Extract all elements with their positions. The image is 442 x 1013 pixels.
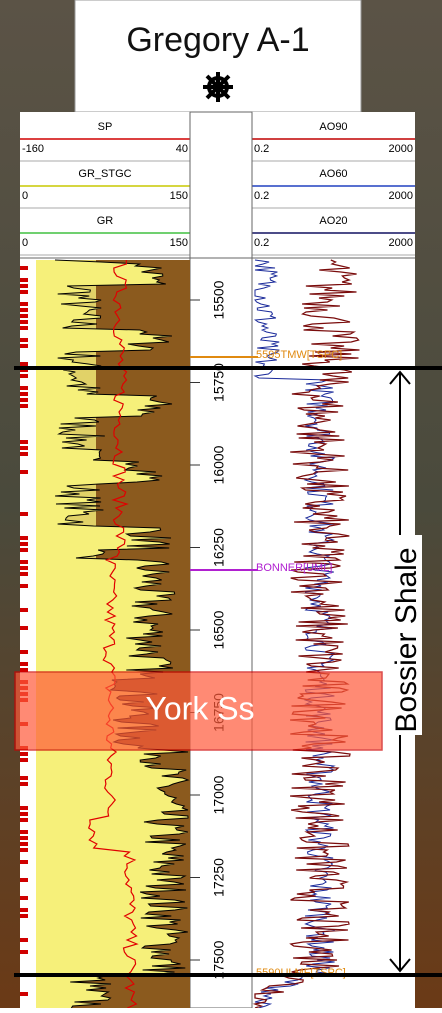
well-log: Gregory A-1 SP -160 40 GR_STGC 0 150 GR 0 150 AO9… xyxy=(0,0,442,1008)
lithology-mark xyxy=(20,326,28,330)
curve-name: AO20 xyxy=(319,215,347,227)
lithology-mark xyxy=(20,308,28,312)
lithology-mark xyxy=(20,386,28,390)
lithology-mark xyxy=(20,836,28,840)
curve-max: 40 xyxy=(176,143,188,155)
interval-label: Bossier Shale xyxy=(390,547,423,732)
title: Gregory A-1 xyxy=(126,21,309,59)
curve-max: 2000 xyxy=(389,143,413,155)
curve-min: 0.2 xyxy=(254,190,269,202)
lithology-mark xyxy=(20,266,28,270)
curve-max: 2000 xyxy=(389,190,413,202)
curve-min: 0.2 xyxy=(254,237,269,249)
well-symbol xyxy=(203,72,233,102)
lithology-mark xyxy=(20,878,28,882)
lithology-mark xyxy=(20,542,28,546)
curve-name: GR xyxy=(97,215,114,227)
lithology-mark xyxy=(20,776,28,780)
lithology-mark xyxy=(20,950,28,954)
lithology-mark xyxy=(20,440,28,444)
lithology-mark xyxy=(20,992,28,996)
lithology-mark xyxy=(20,446,28,450)
lithology-mark xyxy=(20,782,28,786)
lithology-mark xyxy=(20,752,28,756)
depth-label: 17000 xyxy=(211,775,227,814)
formation-top-label: 5595TMW[TSPC] xyxy=(256,349,342,361)
lithology-mark xyxy=(20,842,28,846)
curve-min: -160 xyxy=(22,143,44,155)
lithology-mark xyxy=(20,650,28,654)
lithology-mark xyxy=(20,572,28,576)
lithology-mark xyxy=(20,806,28,810)
lithology-mark xyxy=(20,320,28,324)
lithology-mark xyxy=(20,512,28,516)
depth-label: 16500 xyxy=(211,610,227,649)
depth-label: 17250 xyxy=(211,858,227,897)
lithology-mark xyxy=(20,548,28,552)
lithology-mark xyxy=(20,608,28,612)
lithology-mark xyxy=(20,452,28,456)
lithology-mark xyxy=(20,896,28,900)
curve-min: 0 xyxy=(22,237,28,249)
lithology-mark xyxy=(20,830,28,834)
lithology-mark xyxy=(20,314,28,318)
lithology-mark xyxy=(20,290,28,294)
lithology-mark xyxy=(20,662,28,666)
lithology-mark xyxy=(20,302,28,306)
formation-top-label: 5590ULMF[TSPC] xyxy=(256,967,346,979)
curve-max: 150 xyxy=(170,237,188,249)
lithology-mark xyxy=(20,860,28,864)
highlight-label: York Ss xyxy=(145,690,254,726)
lithology-mark xyxy=(20,278,28,282)
lithology-mark xyxy=(20,362,28,366)
lithology-mark xyxy=(20,914,28,918)
lithology-column xyxy=(20,260,34,1008)
depth-label: 15500 xyxy=(211,280,227,319)
curve-max: 150 xyxy=(170,190,188,202)
formation-top-label: BONNER[UML] xyxy=(256,562,332,574)
lithology-mark xyxy=(20,758,28,762)
lithology-mark xyxy=(20,938,28,942)
lithology-mark xyxy=(20,392,28,396)
lithology-mark xyxy=(20,338,28,342)
curve-min: 0.2 xyxy=(254,143,269,155)
lithology-mark xyxy=(20,566,28,570)
lithology-mark xyxy=(20,818,28,822)
lithology-mark xyxy=(20,374,28,378)
curve-name: SP xyxy=(98,121,113,133)
curve-name: GR_STGC xyxy=(78,168,131,180)
lithology-mark xyxy=(20,404,28,408)
lithology-mark xyxy=(20,398,28,402)
lithology-mark xyxy=(20,812,28,816)
curve-max: 2000 xyxy=(389,237,413,249)
lithology-mark xyxy=(20,470,28,474)
lithology-mark xyxy=(20,626,28,630)
curve-min: 0 xyxy=(22,190,28,202)
lithology-mark xyxy=(20,284,28,288)
lithology-mark xyxy=(20,344,28,348)
curve-name: AO90 xyxy=(319,121,347,133)
page: {"title":"Gregory A-1", "left_track":{"c… xyxy=(0,0,442,1008)
depth-label: 16000 xyxy=(211,445,227,484)
depth-label: 16250 xyxy=(211,528,227,567)
lithology-mark xyxy=(20,536,28,540)
lithology-mark xyxy=(20,908,28,912)
lithology-mark xyxy=(20,584,28,588)
lithology-mark xyxy=(20,848,28,852)
lithology-mark xyxy=(20,560,28,564)
curve-name: AO60 xyxy=(319,168,347,180)
